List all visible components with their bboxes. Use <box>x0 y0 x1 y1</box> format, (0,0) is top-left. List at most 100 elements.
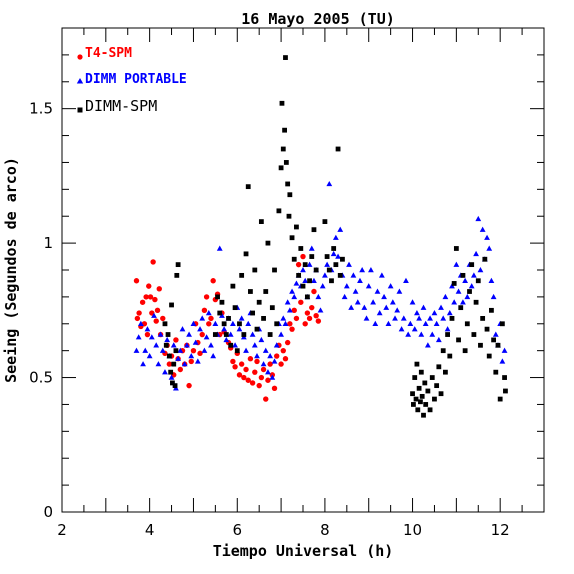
point-dimm-spm <box>285 181 291 187</box>
point-dimm-spm <box>223 332 229 337</box>
point-dimm-portable <box>361 304 368 310</box>
series-dimm-spm <box>162 55 508 418</box>
point-dimm-spm <box>429 375 435 380</box>
point-dimm-spm <box>484 326 490 332</box>
point-dimm-portable <box>311 277 317 283</box>
point-t4-spm <box>139 299 146 305</box>
point-dimm-portable <box>148 334 155 340</box>
point-dimm-portable <box>254 353 260 359</box>
point-dimm-portable <box>135 334 142 340</box>
point-dimm-spm <box>462 348 468 354</box>
point-dimm-portable <box>236 326 243 332</box>
point-dimm-portable <box>221 326 228 332</box>
point-dimm-portable <box>499 358 506 364</box>
point-dimm-portable <box>278 331 284 337</box>
point-dimm-portable <box>289 288 295 294</box>
point-dimm-portable <box>403 277 409 283</box>
point-dimm-portable <box>363 315 370 321</box>
legend-label-t4-spm: T4-SPM <box>85 46 132 61</box>
point-t4-spm <box>315 318 322 324</box>
point-t4-spm <box>247 356 254 362</box>
point-dimm-spm <box>252 267 258 273</box>
point-dimm-portable <box>291 293 298 300</box>
point-dimm-spm <box>311 227 317 233</box>
point-dimm-portable <box>153 342 160 348</box>
point-dimm-spm <box>163 342 169 348</box>
point-dimm-spm <box>274 321 280 327</box>
point-dimm-spm <box>464 321 470 327</box>
point-dimm-portable <box>341 293 348 300</box>
point-dimm-portable <box>453 261 460 267</box>
point-t4-spm <box>236 372 243 378</box>
point-dimm-portable <box>280 315 287 321</box>
point-dimm-spm <box>171 361 177 367</box>
point-dimm-portable <box>409 299 416 305</box>
point-dimm-spm <box>234 348 240 354</box>
point-dimm-portable <box>269 374 276 380</box>
point-dimm-portable <box>284 299 291 305</box>
point-dimm-portable <box>446 310 453 316</box>
point-dimm-portable <box>227 331 234 337</box>
point-t4-spm <box>243 366 249 373</box>
point-dimm-spm <box>337 272 343 278</box>
point-dimm-portable <box>170 342 177 348</box>
point-dimm-spm <box>322 219 328 224</box>
point-dimm-spm <box>263 289 269 294</box>
point-dimm-spm <box>239 272 245 278</box>
point-dimm-spm <box>282 127 287 133</box>
point-t4-spm <box>313 313 319 319</box>
x-axis-tick-labels: 2 4 6 8 10 12 <box>57 521 510 539</box>
point-dimm-portable <box>223 336 230 343</box>
point-dimm-portable <box>473 250 479 257</box>
point-dimm-portable <box>159 347 166 353</box>
point-dimm-portable <box>405 331 412 337</box>
point-dimm-portable <box>146 353 153 359</box>
point-t4-spm <box>153 318 159 324</box>
point-dimm-spm <box>456 337 461 343</box>
point-dimm-portable <box>199 315 206 321</box>
point-t4-spm <box>186 382 192 389</box>
point-t4-spm <box>136 310 142 316</box>
point-dimm-spm <box>335 146 341 152</box>
point-dimm-spm <box>497 396 503 402</box>
point-dimm-portable <box>376 310 383 316</box>
point-dimm-spm <box>241 332 247 337</box>
point-t4-spm <box>298 299 304 305</box>
point-t4-spm <box>252 369 258 375</box>
point-dimm-spm <box>482 256 488 262</box>
point-dimm-portable <box>350 272 357 278</box>
point-dimm-spm <box>458 305 464 311</box>
point-dimm-portable <box>357 277 363 283</box>
point-dimm-spm <box>296 272 302 278</box>
legend-entry-dimm-portable: DIMM PORTABLE <box>76 72 187 87</box>
y-axis-label: Seeing (Segundos de arco) <box>2 157 20 383</box>
legend-marker-dimm-portable <box>76 78 84 84</box>
point-dimm-portable <box>177 347 184 353</box>
point-dimm-portable <box>330 250 337 257</box>
point-dimm-spm <box>418 369 424 375</box>
point-t4-spm <box>287 321 293 327</box>
point-dimm-portable <box>398 326 405 332</box>
point-dimm-spm <box>324 254 330 259</box>
point-t4-spm <box>274 353 280 359</box>
point-dimm-spm <box>294 224 299 230</box>
point-dimm-portable <box>175 355 182 361</box>
point-t4-spm <box>133 278 140 284</box>
point-dimm-spm <box>174 272 180 278</box>
series-t4-spm <box>133 253 322 402</box>
point-dimm-spm <box>278 165 284 171</box>
point-dimm-spm <box>254 326 260 332</box>
legend-entry-dimm-spm: DIMM-SPM <box>77 97 157 115</box>
point-dimm-portable <box>464 293 471 300</box>
point-t4-spm <box>190 347 197 354</box>
point-dimm-spm <box>467 289 472 294</box>
point-t4-spm <box>134 315 141 322</box>
series-dimm-portable <box>133 180 508 391</box>
point-dimm-spm <box>237 321 242 327</box>
point-dimm-portable <box>293 280 300 286</box>
point-t4-spm <box>199 331 205 338</box>
point-dimm-portable <box>451 299 458 305</box>
point-dimm-portable <box>346 261 352 267</box>
point-dimm-spm <box>221 321 227 327</box>
point-dimm-portable <box>144 326 151 332</box>
